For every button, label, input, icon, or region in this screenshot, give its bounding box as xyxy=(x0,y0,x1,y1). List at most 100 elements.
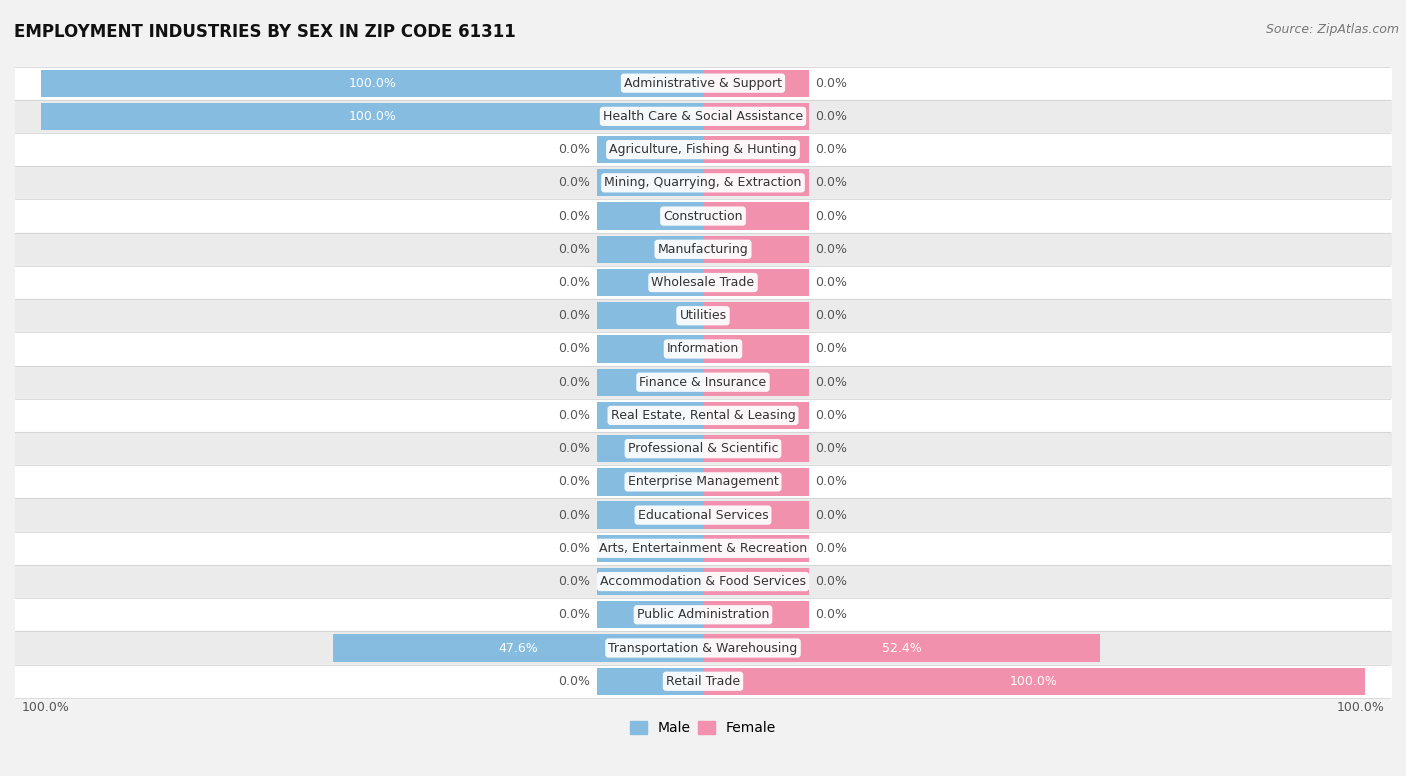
Text: 0.0%: 0.0% xyxy=(558,442,591,456)
Bar xyxy=(703,435,808,462)
Text: Administrative & Support: Administrative & Support xyxy=(624,77,782,90)
Text: 100.0%: 100.0% xyxy=(349,110,396,123)
Text: Utilities: Utilities xyxy=(679,310,727,322)
Text: Educational Services: Educational Services xyxy=(638,508,768,521)
Text: 0.0%: 0.0% xyxy=(815,143,848,156)
Text: 100.0%: 100.0% xyxy=(1010,675,1057,688)
Text: 0.0%: 0.0% xyxy=(815,376,848,389)
Bar xyxy=(598,568,703,595)
Text: Accommodation & Food Services: Accommodation & Food Services xyxy=(600,575,806,588)
Text: Public Administration: Public Administration xyxy=(637,608,769,622)
Text: 0.0%: 0.0% xyxy=(558,176,591,189)
Bar xyxy=(703,369,808,396)
Bar xyxy=(598,269,703,296)
Text: Health Care & Social Assistance: Health Care & Social Assistance xyxy=(603,110,803,123)
Bar xyxy=(703,269,808,296)
Text: 0.0%: 0.0% xyxy=(558,608,591,622)
Bar xyxy=(41,70,703,97)
Bar xyxy=(703,667,1365,695)
Text: 0.0%: 0.0% xyxy=(558,409,591,422)
Bar xyxy=(598,203,703,230)
Text: Information: Information xyxy=(666,342,740,355)
Text: 0.0%: 0.0% xyxy=(815,409,848,422)
Text: 0.0%: 0.0% xyxy=(815,176,848,189)
Text: 0.0%: 0.0% xyxy=(558,575,591,588)
Text: 0.0%: 0.0% xyxy=(815,608,848,622)
Text: 0.0%: 0.0% xyxy=(815,542,848,555)
Text: Arts, Entertainment & Recreation: Arts, Entertainment & Recreation xyxy=(599,542,807,555)
Bar xyxy=(703,136,808,163)
Bar xyxy=(703,635,1099,662)
Bar xyxy=(703,501,808,528)
Bar xyxy=(703,335,808,362)
Text: 0.0%: 0.0% xyxy=(815,243,848,256)
Text: 0.0%: 0.0% xyxy=(815,442,848,456)
Text: 0.0%: 0.0% xyxy=(815,276,848,289)
Text: 0.0%: 0.0% xyxy=(558,143,591,156)
Text: Source: ZipAtlas.com: Source: ZipAtlas.com xyxy=(1265,23,1399,36)
Text: 0.0%: 0.0% xyxy=(815,210,848,223)
Text: 100.0%: 100.0% xyxy=(349,77,396,90)
Text: Professional & Scientific: Professional & Scientific xyxy=(627,442,779,456)
Bar xyxy=(703,302,808,329)
Bar xyxy=(703,568,808,595)
Bar xyxy=(703,169,808,196)
Text: Retail Trade: Retail Trade xyxy=(666,675,740,688)
Bar xyxy=(598,435,703,462)
Legend: Male, Female: Male, Female xyxy=(624,715,782,741)
Bar xyxy=(703,70,808,97)
Text: 0.0%: 0.0% xyxy=(558,508,591,521)
Bar xyxy=(598,402,703,429)
Text: 0.0%: 0.0% xyxy=(815,110,848,123)
Bar xyxy=(703,203,808,230)
Text: Wholesale Trade: Wholesale Trade xyxy=(651,276,755,289)
Text: Transportation & Warehousing: Transportation & Warehousing xyxy=(609,642,797,654)
Text: 47.6%: 47.6% xyxy=(498,642,537,654)
Text: Finance & Insurance: Finance & Insurance xyxy=(640,376,766,389)
Text: 0.0%: 0.0% xyxy=(558,210,591,223)
Bar xyxy=(598,667,703,695)
Text: 0.0%: 0.0% xyxy=(558,675,591,688)
Text: 52.4%: 52.4% xyxy=(882,642,921,654)
Text: 0.0%: 0.0% xyxy=(815,77,848,90)
Text: Mining, Quarrying, & Extraction: Mining, Quarrying, & Extraction xyxy=(605,176,801,189)
Text: Enterprise Management: Enterprise Management xyxy=(627,476,779,488)
Text: 0.0%: 0.0% xyxy=(558,310,591,322)
Text: 0.0%: 0.0% xyxy=(815,575,848,588)
Text: 100.0%: 100.0% xyxy=(21,701,69,713)
Text: 0.0%: 0.0% xyxy=(558,342,591,355)
Text: Real Estate, Rental & Leasing: Real Estate, Rental & Leasing xyxy=(610,409,796,422)
Bar xyxy=(598,302,703,329)
Bar xyxy=(598,335,703,362)
Bar xyxy=(41,102,703,130)
Text: 0.0%: 0.0% xyxy=(558,243,591,256)
Text: 0.0%: 0.0% xyxy=(815,476,848,488)
Bar xyxy=(703,402,808,429)
Text: Manufacturing: Manufacturing xyxy=(658,243,748,256)
Text: 0.0%: 0.0% xyxy=(815,342,848,355)
Bar xyxy=(703,102,808,130)
Bar xyxy=(703,468,808,496)
Bar xyxy=(598,169,703,196)
Text: 0.0%: 0.0% xyxy=(815,508,848,521)
Text: Construction: Construction xyxy=(664,210,742,223)
Text: 0.0%: 0.0% xyxy=(558,476,591,488)
Text: 0.0%: 0.0% xyxy=(558,542,591,555)
Bar xyxy=(598,601,703,629)
Bar xyxy=(598,236,703,263)
Text: 100.0%: 100.0% xyxy=(1337,701,1385,713)
Text: EMPLOYMENT INDUSTRIES BY SEX IN ZIP CODE 61311: EMPLOYMENT INDUSTRIES BY SEX IN ZIP CODE… xyxy=(14,23,516,41)
Text: 0.0%: 0.0% xyxy=(815,310,848,322)
Bar xyxy=(703,601,808,629)
Bar xyxy=(598,535,703,562)
Text: 0.0%: 0.0% xyxy=(558,376,591,389)
Bar xyxy=(598,369,703,396)
Bar xyxy=(333,635,703,662)
Bar xyxy=(598,468,703,496)
Bar xyxy=(703,535,808,562)
Text: Agriculture, Fishing & Hunting: Agriculture, Fishing & Hunting xyxy=(609,143,797,156)
Bar xyxy=(598,501,703,528)
Text: 0.0%: 0.0% xyxy=(558,276,591,289)
Bar xyxy=(703,236,808,263)
Bar xyxy=(598,136,703,163)
